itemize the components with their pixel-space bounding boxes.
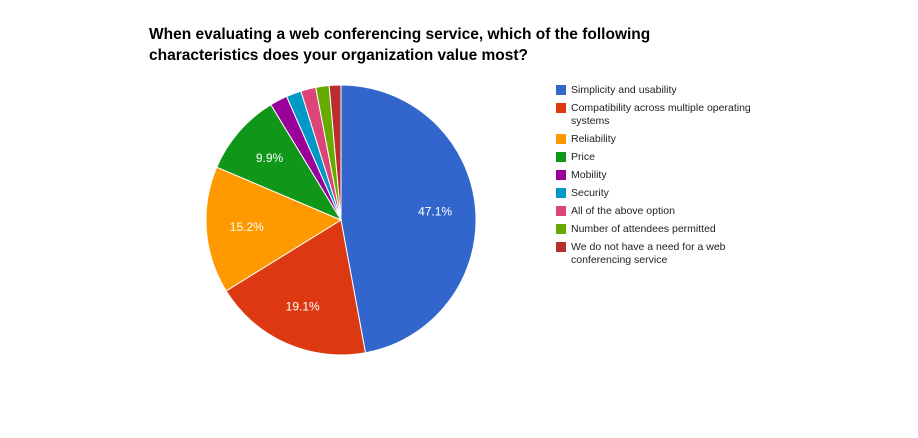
legend-swatch — [556, 134, 566, 144]
legend-label: Security — [571, 187, 609, 199]
legend-swatch — [556, 224, 566, 234]
legend-swatch — [556, 188, 566, 198]
legend-swatch — [556, 152, 566, 162]
legend-item[interactable]: Security — [556, 187, 786, 200]
legend-item[interactable]: Number of attendees permitted — [556, 223, 786, 236]
legend-item[interactable]: Compatibility across multiple operating … — [556, 102, 786, 128]
legend-label: Price — [571, 151, 595, 163]
legend-label: All of the above option — [571, 205, 675, 217]
pie-slice[interactable] — [340, 84, 477, 354]
legend: Simplicity and usability Compatibility ac… — [556, 84, 786, 272]
slice-data-label: 19.1% — [286, 299, 320, 313]
legend-label: Mobility — [571, 169, 607, 181]
legend-label: We do not have a need for a web conferen… — [571, 241, 726, 266]
legend-swatch — [556, 206, 566, 216]
legend-label: Reliability — [571, 133, 616, 145]
chart-title: When evaluating a web conferencing servi… — [149, 26, 651, 64]
pie-slice[interactable] — [225, 219, 367, 356]
pie-slice[interactable] — [216, 103, 343, 222]
legend-swatch — [556, 85, 566, 95]
legend-label: Simplicity and usability — [571, 84, 677, 96]
legend-item[interactable]: All of the above option — [556, 205, 786, 218]
legend-swatch — [556, 242, 566, 252]
legend-swatch — [556, 170, 566, 180]
legend-item[interactable]: Reliability — [556, 133, 786, 146]
pie-slice[interactable] — [328, 84, 342, 221]
legend-item[interactable]: Simplicity and usability — [556, 84, 786, 97]
pie-slice[interactable] — [205, 166, 343, 292]
legend-item[interactable]: We do not have a need for a web conferen… — [556, 241, 786, 267]
legend-label: Compatibility across multiple operating … — [571, 102, 751, 127]
legend-item[interactable]: Price — [556, 151, 786, 164]
legend-label: Number of attendees permitted — [571, 223, 716, 235]
legend-item[interactable]: Mobility — [556, 169, 786, 182]
slice-data-label: 47.1% — [418, 204, 452, 218]
slice-data-label: 9.9% — [256, 151, 284, 165]
legend-swatch — [556, 103, 566, 113]
slice-data-label: 15.2% — [230, 220, 264, 234]
